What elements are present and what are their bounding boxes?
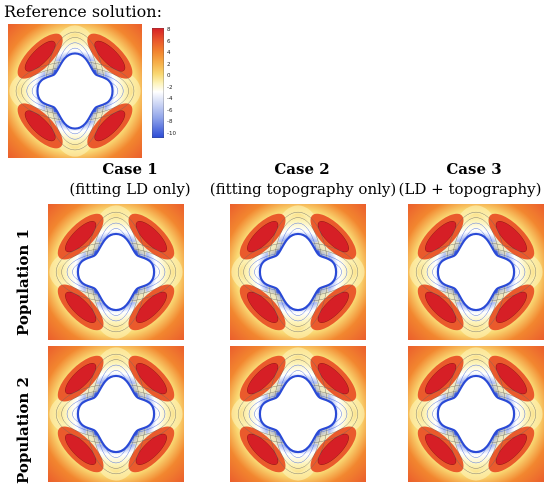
colorbar-tick-label: 8 — [167, 27, 171, 33]
panel-pop1-case1 — [48, 204, 184, 340]
panel-pop2-case1 — [48, 346, 184, 482]
case-2-subtitle: (fitting topography only) — [209, 180, 397, 198]
colorbar-gradient — [152, 28, 164, 138]
population-2-label: Population 2 — [14, 377, 32, 484]
case-3-subtitle: (LD + topography) — [398, 180, 542, 198]
colorbar-tick-label: 2 — [167, 61, 171, 68]
panel-pop2-case2 — [230, 346, 366, 482]
panel-pop2-case3 — [408, 346, 544, 482]
colorbar-tick-label: -10 — [167, 131, 176, 137]
reference-contour-plot — [8, 24, 142, 158]
colorbar-tick-label: 0 — [167, 73, 171, 80]
case-1-subtitle: (fitting LD only) — [69, 180, 191, 198]
case-1-title: Case 1 — [102, 160, 158, 178]
panel-pop1-case3 — [408, 204, 544, 340]
colorbar-tick-label: -2 — [167, 84, 173, 91]
colorbar-tick-label: 6 — [167, 38, 171, 45]
case-3-title: Case 3 — [446, 160, 502, 178]
panel-pop1-case2 — [230, 204, 366, 340]
colorbar-tick-label: -6 — [167, 107, 173, 114]
case-2-title: Case 2 — [274, 160, 330, 178]
reference-title: Reference solution: — [4, 2, 162, 21]
population-1-label: Population 1 — [14, 229, 32, 336]
colorbar-tick-label: -8 — [167, 119, 173, 126]
colorbar: 8 6 4 2 0 -2 -4 -6 -8 -10 — [150, 26, 190, 146]
colorbar-tick-label: -4 — [167, 96, 173, 103]
colorbar-tick-label: 4 — [167, 50, 171, 57]
